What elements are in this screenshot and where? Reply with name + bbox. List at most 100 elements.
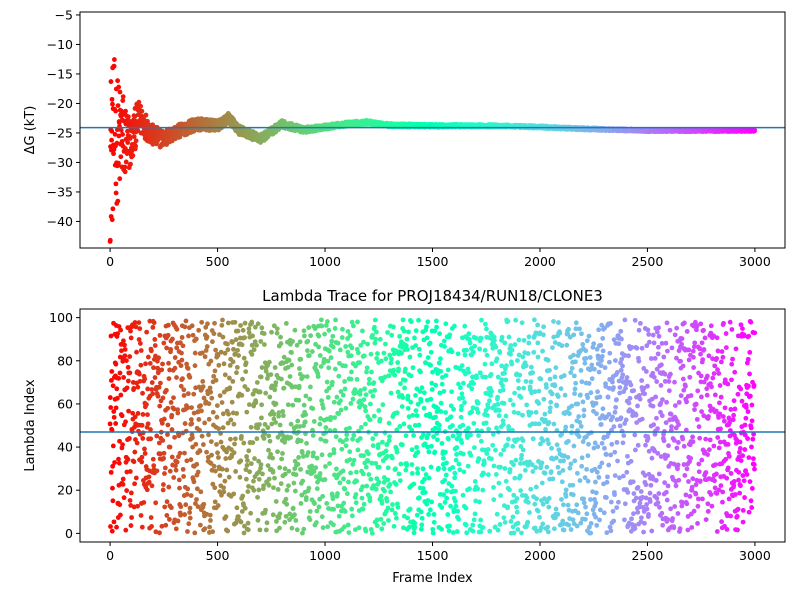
data-point (193, 363, 198, 368)
data-point (315, 486, 320, 491)
data-point (479, 336, 484, 341)
data-point (480, 488, 485, 493)
data-point (166, 485, 171, 490)
data-point (340, 327, 345, 332)
data-point (507, 335, 512, 340)
data-point (485, 413, 490, 418)
data-point (406, 406, 411, 411)
data-point (329, 355, 334, 360)
data-point (447, 332, 452, 337)
data-point (508, 398, 513, 403)
data-point (351, 397, 356, 402)
data-point (415, 466, 420, 471)
data-point (186, 391, 191, 396)
data-point (298, 357, 303, 362)
data-point (400, 442, 405, 447)
data-point (145, 487, 150, 492)
data-point (201, 384, 206, 389)
data-point (322, 332, 327, 337)
data-point (225, 342, 230, 347)
data-point (156, 394, 161, 399)
data-point (173, 355, 178, 360)
data-point (514, 458, 519, 463)
data-point (436, 466, 441, 471)
data-point (441, 456, 446, 461)
data-point (263, 391, 268, 396)
data-point (425, 336, 430, 341)
data-point (316, 374, 321, 379)
data-point (413, 343, 418, 348)
data-point (505, 443, 510, 448)
data-point (443, 321, 448, 326)
data-point (143, 361, 148, 366)
data-point (112, 519, 117, 524)
data-point (521, 438, 526, 443)
data-point (267, 477, 272, 482)
data-point (455, 529, 460, 534)
data-point (358, 436, 363, 441)
data-point (177, 486, 182, 491)
data-point (503, 378, 508, 383)
data-point (223, 372, 228, 377)
data-point (475, 486, 480, 491)
data-point (341, 468, 346, 473)
data-point (343, 344, 348, 349)
data-point (347, 449, 352, 454)
data-point (334, 395, 339, 400)
data-point (306, 450, 311, 455)
data-point (462, 324, 467, 329)
data-point (410, 471, 415, 476)
data-point (366, 451, 371, 456)
data-point (139, 348, 144, 353)
data-point (138, 104, 143, 109)
data-point (149, 515, 154, 520)
data-point (362, 502, 367, 507)
data-point (473, 479, 478, 484)
data-point (343, 364, 348, 369)
data-point (156, 355, 161, 360)
data-point (145, 412, 150, 417)
data-point (406, 394, 411, 399)
data-point (198, 403, 203, 408)
data-point (118, 513, 123, 518)
data-point (185, 487, 190, 492)
data-point (368, 402, 373, 407)
data-point (297, 384, 302, 389)
data-point (208, 513, 213, 518)
data-point (208, 386, 213, 391)
data-point (244, 454, 249, 459)
data-point (214, 442, 219, 447)
data-point (188, 506, 193, 511)
data-point (169, 505, 174, 510)
data-point (290, 403, 295, 408)
data-point (361, 453, 366, 458)
data-point (513, 318, 518, 323)
data-point (412, 336, 417, 341)
data-point (144, 113, 149, 118)
data-point (494, 345, 499, 350)
data-point (376, 408, 381, 413)
data-point (179, 351, 184, 356)
data-point (412, 530, 417, 535)
data-point (524, 363, 529, 368)
data-point (515, 496, 520, 501)
data-point (403, 367, 408, 372)
data-point (342, 379, 347, 384)
data-point (422, 477, 427, 482)
data-point (369, 370, 374, 375)
data-point (109, 470, 114, 475)
data-point (178, 451, 183, 456)
data-point (410, 447, 415, 452)
data-point (434, 325, 439, 330)
data-point (239, 434, 244, 439)
data-point (207, 417, 212, 422)
data-point (278, 423, 283, 428)
data-point (419, 527, 424, 532)
data-point (108, 421, 113, 426)
data-point (233, 320, 238, 325)
data-point (172, 435, 177, 440)
data-point (466, 370, 471, 375)
data-point (162, 471, 167, 476)
data-point (362, 353, 367, 358)
